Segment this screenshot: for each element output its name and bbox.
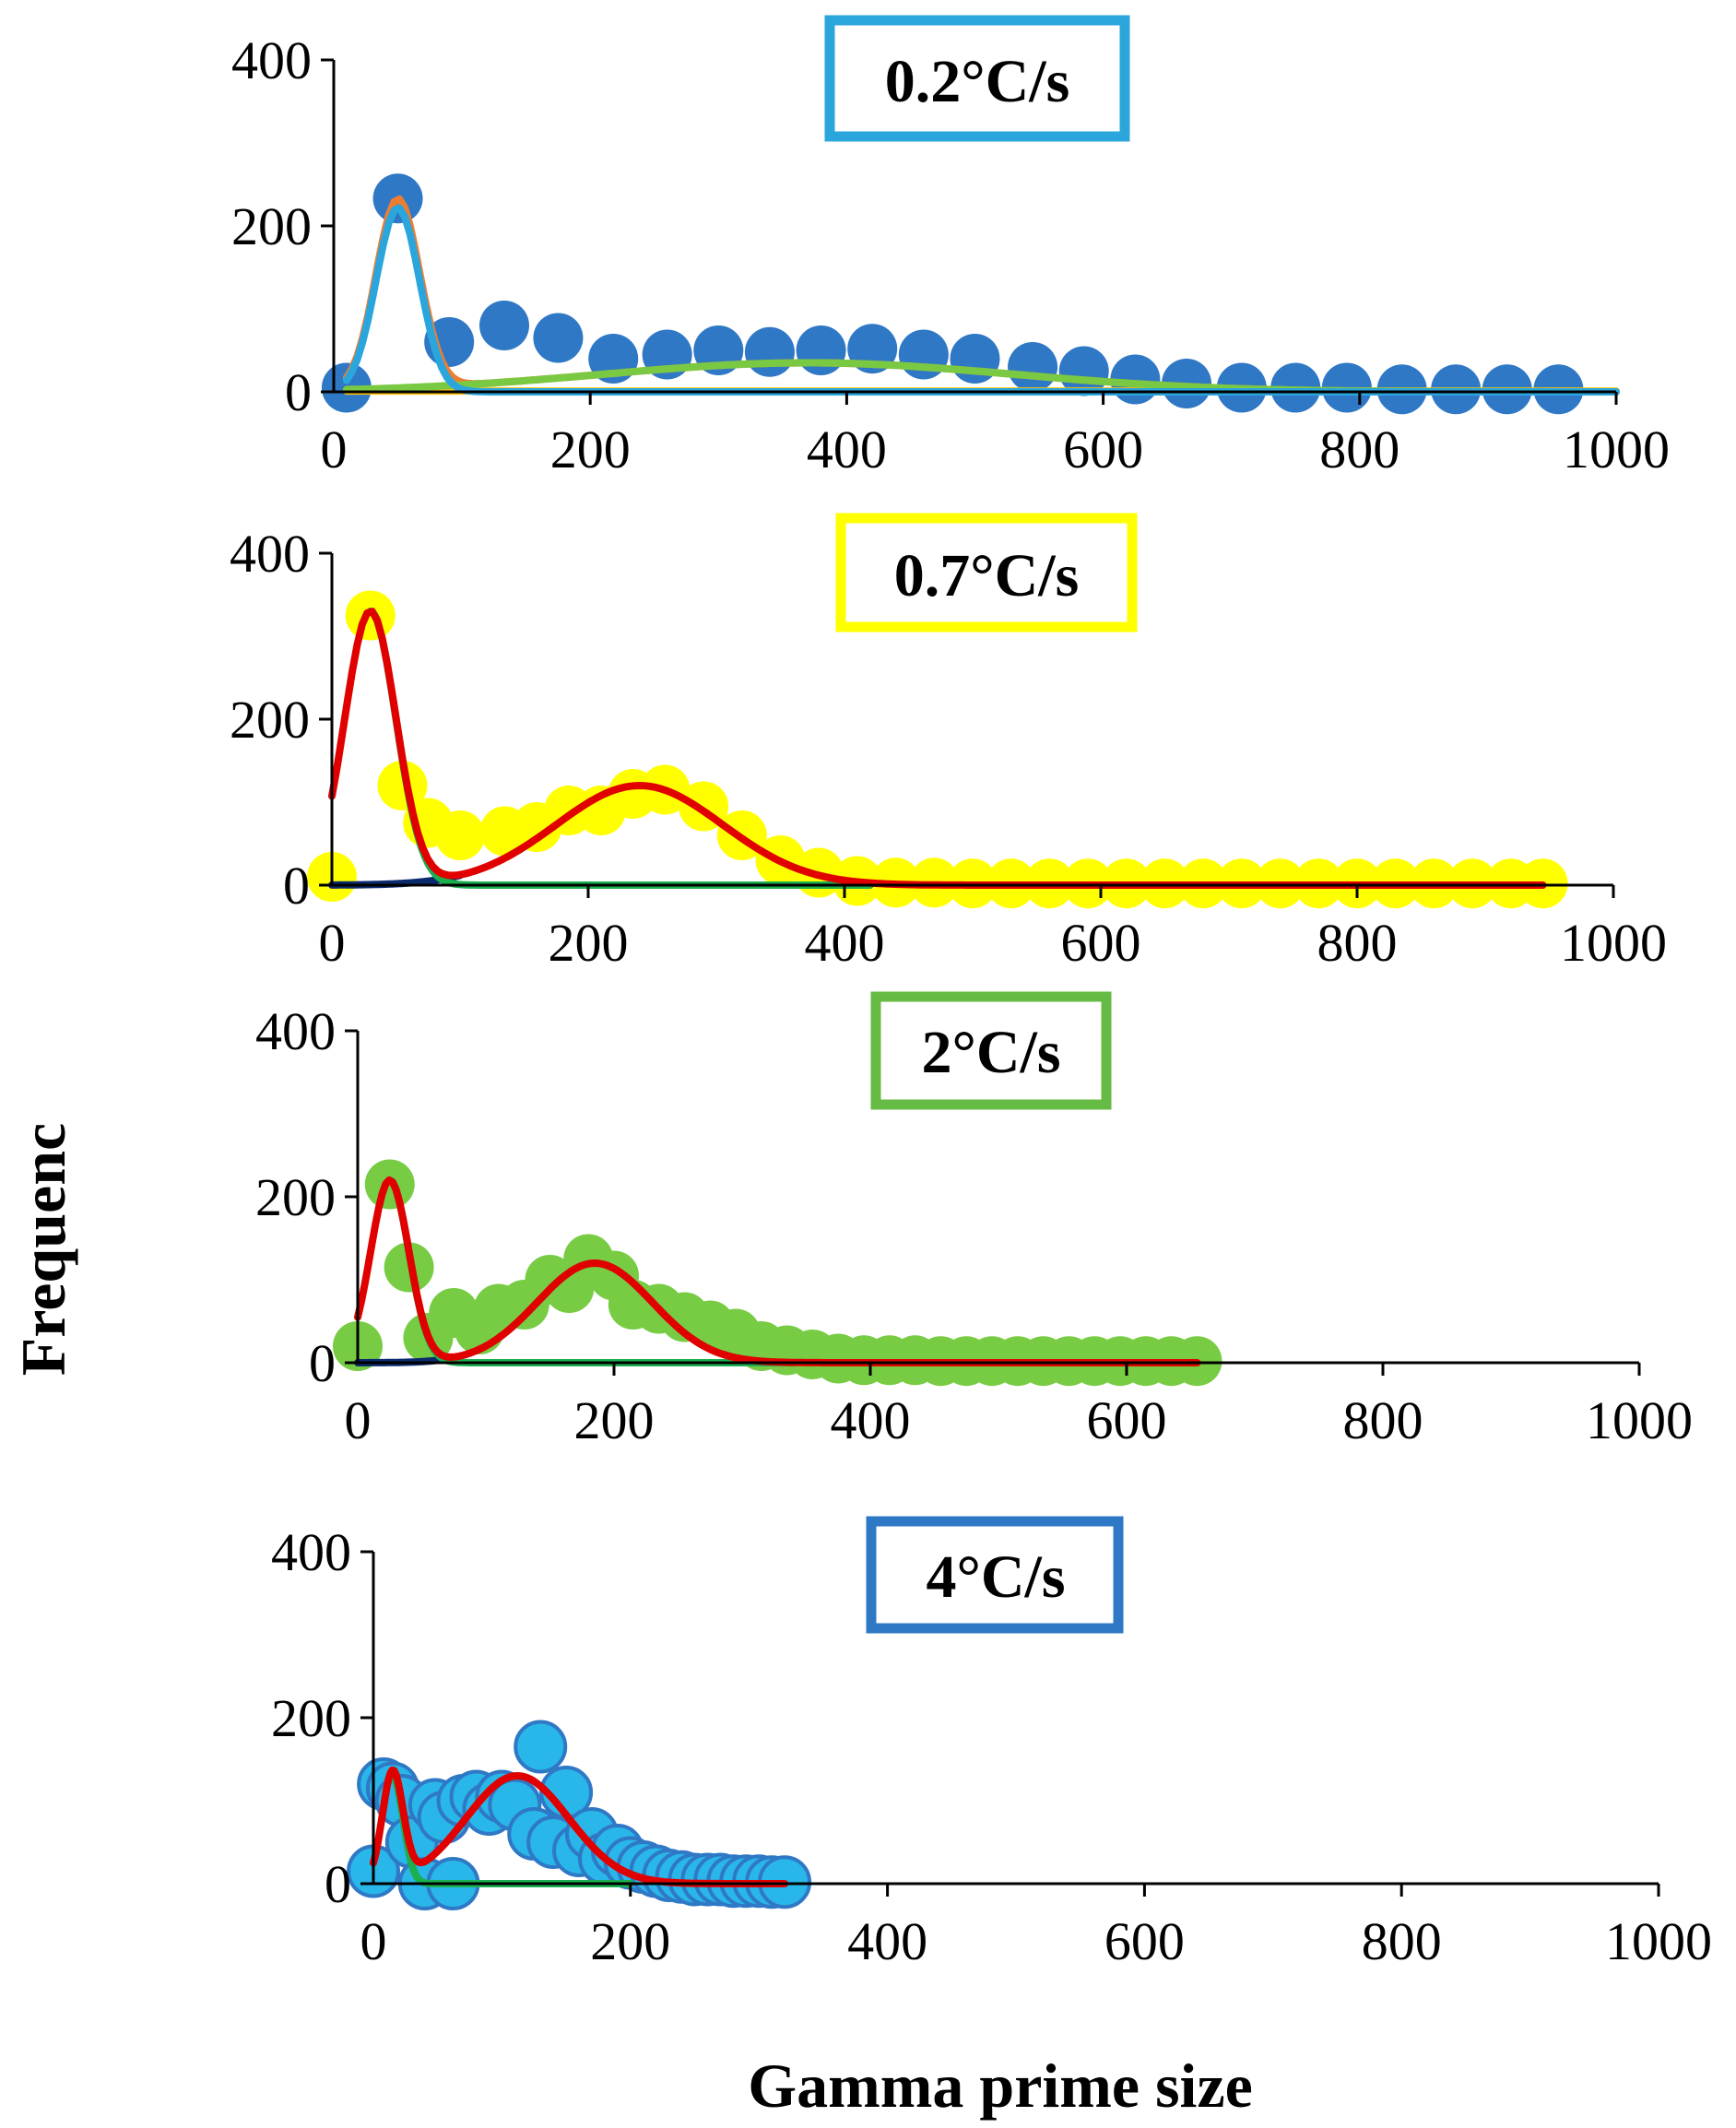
panel-0-title-box xyxy=(824,15,1130,142)
x-tick-label: 800 xyxy=(1362,1911,1442,1971)
y-axis-title: Frequenc xyxy=(8,1123,78,1377)
panel-2C-per-s: 0 200 400 600 800 1000 0 200 400 2°C/s xyxy=(255,991,1693,1450)
x-tick-label: 400 xyxy=(847,1911,927,1971)
panel-1-ticks: 0 200 400 600 800 1000 0 200 400 xyxy=(230,524,1667,973)
panel-0-marks xyxy=(321,173,1620,415)
x-tick-label: 1000 xyxy=(1560,913,1667,973)
panel-1-title-box xyxy=(835,513,1138,632)
x-tick-label: 600 xyxy=(1063,420,1143,479)
y-tick-label: 0 xyxy=(325,1854,351,1914)
panel-2-title-box xyxy=(870,991,1112,1110)
y-tick-label: 400 xyxy=(255,1001,336,1061)
x-tick-label: 800 xyxy=(1343,1390,1423,1450)
x-tick-label: 200 xyxy=(574,1390,655,1450)
x-tick-label: 0 xyxy=(345,1390,372,1450)
panel-3-ticks: 0 200 400 600 800 1000 0 200 400 xyxy=(271,1522,1712,1971)
y-tick-label: 0 xyxy=(283,856,310,916)
y-tick-label: 400 xyxy=(271,1522,351,1582)
y-tick-label: 400 xyxy=(231,30,312,90)
y-tick-label: 400 xyxy=(230,524,310,584)
data-point xyxy=(533,313,584,363)
data-point xyxy=(377,761,428,810)
y-tick-label: 0 xyxy=(285,362,312,422)
x-tick-label: 400 xyxy=(805,913,885,973)
x-tick-label: 0 xyxy=(321,420,348,479)
panel-3-title: 4°C/s xyxy=(926,1543,1065,1611)
panel-0.7C-per-s: 0 200 400 600 800 1000 0 200 400 0.7°C/s xyxy=(230,513,1667,973)
data-point xyxy=(479,301,530,350)
panel-0-ticks: 0 200 400 600 800 1000 0 200 400 xyxy=(231,30,1670,479)
x-tick-label: 1000 xyxy=(1605,1911,1712,1971)
data-point xyxy=(744,326,795,377)
y-tick-label: 200 xyxy=(271,1688,351,1748)
x-tick-label: 1000 xyxy=(1586,1390,1693,1450)
panel-1-marks xyxy=(307,590,1568,909)
x-tick-label: 600 xyxy=(1087,1390,1167,1450)
x-tick-label: 1000 xyxy=(1563,420,1670,479)
panel-2-ticks: 0 200 400 600 800 1000 0 200 400 xyxy=(255,1001,1693,1450)
panel-2-marks xyxy=(333,1159,1222,1387)
y-tick-label: 200 xyxy=(231,196,312,256)
x-tick-label: 0 xyxy=(319,913,346,973)
x-tick-label: 200 xyxy=(549,913,629,973)
x-tick-label: 0 xyxy=(360,1911,387,1971)
panel-0-title: 0.2°C/s xyxy=(885,48,1070,115)
y-tick-label: 0 xyxy=(309,1333,336,1393)
x-tick-label: 200 xyxy=(590,1911,670,1971)
panel-0.2C-per-s: 0 200 400 600 800 1000 0 200 400 0.2°C/s xyxy=(231,15,1670,479)
data-point xyxy=(1008,342,1058,392)
data-point xyxy=(435,810,485,860)
y-tick-label: 200 xyxy=(255,1167,336,1227)
x-tick-label: 200 xyxy=(550,420,631,479)
x-tick-label: 400 xyxy=(807,420,887,479)
y-tick-label: 200 xyxy=(230,690,310,750)
x-tick-label: 800 xyxy=(1317,913,1398,973)
x-tick-label: 400 xyxy=(831,1390,911,1450)
data-point xyxy=(514,1720,568,1774)
x-tick-label: 800 xyxy=(1319,420,1399,479)
panel-3-marks xyxy=(347,1720,812,1910)
panel-3-title-box xyxy=(866,1516,1124,1634)
x-axis-title: Gamma prime size xyxy=(748,2051,1253,2121)
panel-4C-per-s: 0 200 400 600 800 1000 0 200 400 4°C/s xyxy=(271,1516,1712,1971)
x-tick-label: 600 xyxy=(1104,1911,1185,1971)
panel-2-title: 2°C/s xyxy=(921,1019,1060,1086)
data-point xyxy=(796,325,846,375)
x-tick-label: 600 xyxy=(1061,913,1141,973)
panel-1-title: 0.7°C/s xyxy=(894,542,1080,609)
